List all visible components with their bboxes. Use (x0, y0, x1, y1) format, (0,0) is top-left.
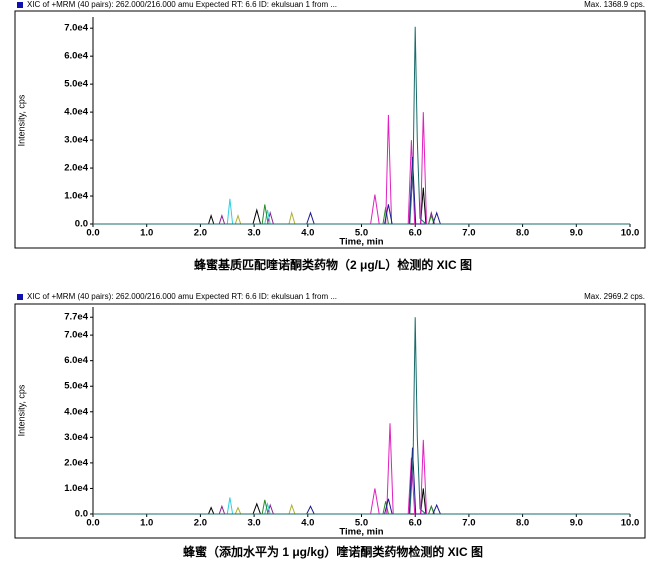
header: XIC of +MRM (40 pairs): 262.000/216.000 … (27, 292, 337, 301)
x-tick-label: 1.0 (140, 228, 153, 239)
y-axis-label: Intensity, cps (16, 94, 26, 146)
frame (14, 303, 646, 539)
y-tick-label: 2.0e4 (64, 457, 88, 468)
trace (93, 447, 630, 515)
y-tick-label: 5.0e4 (64, 79, 88, 90)
x-tick-label: 6.0 (409, 518, 422, 529)
y-tick-label: 1.0e4 (64, 483, 88, 494)
x-tick-label: 4.0 (301, 228, 314, 239)
y-axis-label: Intensity, cps (16, 384, 26, 436)
caption: 蜂蜜基质匹配喹诺酮类药物（2 μg/L）检测的 XIC 图 (194, 257, 472, 272)
trace (93, 488, 630, 515)
trace (93, 210, 630, 225)
legend-swatch (17, 2, 23, 8)
trace (93, 317, 630, 515)
y-tick-label: 6.0e4 (64, 51, 88, 62)
y-tick-label: 7.0e4 (64, 330, 88, 341)
y-tick-label: 2.0e4 (64, 163, 88, 174)
trace (93, 499, 630, 515)
y-tick-label: 5.0e4 (64, 381, 88, 392)
x-tick-label: 7.0 (462, 518, 475, 529)
trace (93, 503, 630, 515)
x-tick-label: 5.0 (355, 518, 368, 529)
x-tick-label: 0.0 (86, 228, 99, 239)
y-tick-label: 0.0 (75, 509, 88, 520)
y-tick-label: 1.0e4 (64, 191, 88, 202)
caption: 蜂蜜（添加水平为 1 μg/kg）喹诺酮类药物检测的 XIC 图 (183, 544, 483, 559)
x-tick-label: 8.0 (516, 228, 529, 239)
max-label: Max. 1368.9 cps. (584, 0, 645, 9)
y-tick-label: 3.0e4 (64, 432, 88, 443)
trace (93, 112, 630, 225)
x-tick-label: 6.0 (409, 228, 422, 239)
trace (93, 156, 630, 225)
trace (93, 423, 630, 515)
x-tick-label: 3.0 (247, 518, 260, 529)
y-tick-label: 0.0 (75, 219, 88, 230)
y-tick-label: 7.7e4 (64, 312, 88, 323)
x-tick-label: 10.0 (621, 228, 640, 239)
trace (93, 503, 630, 515)
x-tick-label: 0.0 (86, 518, 99, 529)
x-tick-label: 8.0 (516, 518, 529, 529)
x-tick-label: 5.0 (355, 228, 368, 239)
frame (14, 10, 646, 249)
legend-swatch (17, 294, 23, 300)
y-tick-label: 3.0e4 (64, 135, 88, 146)
y-tick-label: 6.0e4 (64, 355, 88, 366)
y-tick-label: 7.0e4 (64, 23, 88, 34)
x-tick-label: 4.0 (301, 518, 314, 529)
trace (93, 198, 630, 225)
x-tick-label: 2.0 (194, 518, 207, 529)
x-tick-label: 1.0 (140, 518, 153, 529)
trace (93, 26, 630, 225)
x-axis-label: Time, min (339, 527, 383, 538)
trace (93, 187, 630, 225)
x-tick-label: 9.0 (570, 228, 583, 239)
max-label: Max. 2969.2 cps. (584, 292, 645, 301)
x-tick-label: 3.0 (247, 228, 260, 239)
x-tick-label: 2.0 (194, 228, 207, 239)
trace (93, 204, 630, 225)
x-tick-label: 10.0 (621, 518, 640, 529)
header: XIC of +MRM (40 pairs): 262.000/216.000 … (27, 0, 337, 9)
x-tick-label: 7.0 (462, 228, 475, 239)
y-tick-label: 4.0e4 (64, 107, 88, 118)
x-tick-label: 9.0 (570, 518, 583, 529)
x-axis-label: Time, min (339, 237, 383, 248)
y-tick-label: 4.0e4 (64, 406, 88, 417)
trace (93, 497, 630, 515)
trace (93, 210, 630, 225)
